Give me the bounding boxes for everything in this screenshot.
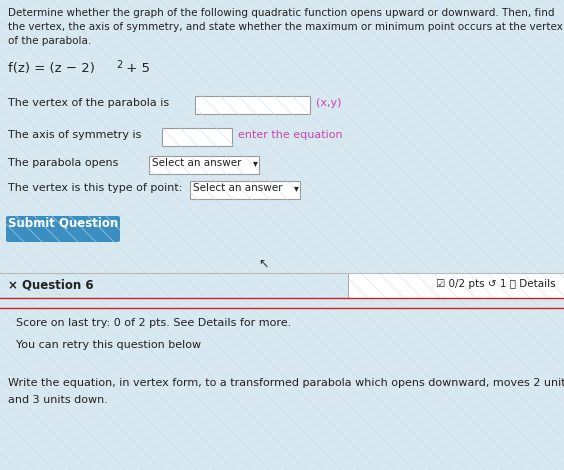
Text: ▾: ▾	[294, 183, 299, 193]
FancyBboxPatch shape	[6, 216, 120, 242]
Text: enter the equation: enter the equation	[238, 130, 342, 140]
Text: The axis of symmetry is: The axis of symmetry is	[8, 130, 142, 140]
Text: The parabola opens: The parabola opens	[8, 158, 118, 168]
Text: Determine whether the graph of the following quadratic function opens upward or : Determine whether the graph of the follo…	[8, 8, 554, 18]
Text: Select an answer: Select an answer	[152, 158, 241, 168]
Text: ↖: ↖	[258, 258, 268, 271]
Text: 2: 2	[116, 60, 122, 70]
Text: ▾: ▾	[253, 158, 258, 168]
FancyBboxPatch shape	[162, 128, 232, 146]
FancyBboxPatch shape	[190, 181, 300, 199]
Text: the vertex, the axis of symmetry, and state whether the maximum or minimum point: the vertex, the axis of symmetry, and st…	[8, 22, 563, 32]
Text: Submit Question: Submit Question	[8, 217, 118, 229]
Text: + 5: + 5	[122, 62, 150, 75]
Text: f(z) = (z − 2): f(z) = (z − 2)	[8, 62, 95, 75]
FancyBboxPatch shape	[348, 273, 564, 298]
Text: Select an answer: Select an answer	[193, 183, 283, 193]
Text: The vertex is this type of point:: The vertex is this type of point:	[8, 183, 182, 193]
Text: You can retry this question below: You can retry this question below	[16, 340, 201, 350]
Text: The vertex of the parabola is: The vertex of the parabola is	[8, 98, 169, 108]
FancyBboxPatch shape	[195, 96, 310, 114]
Text: Score on last try: 0 of 2 pts. See Details for more.: Score on last try: 0 of 2 pts. See Detai…	[16, 318, 291, 328]
Text: and 3 units down.: and 3 units down.	[8, 395, 108, 405]
Text: Write the equation, in vertex form, to a transformed parabola which opens downwa: Write the equation, in vertex form, to a…	[8, 378, 564, 388]
FancyBboxPatch shape	[149, 156, 259, 174]
Text: (x,y): (x,y)	[316, 98, 341, 108]
Text: ☑ 0/2 pts ↺ 1 ⓘ Details: ☑ 0/2 pts ↺ 1 ⓘ Details	[437, 279, 556, 289]
Text: of the parabola.: of the parabola.	[8, 36, 91, 46]
Text: × Question 6: × Question 6	[8, 278, 94, 291]
